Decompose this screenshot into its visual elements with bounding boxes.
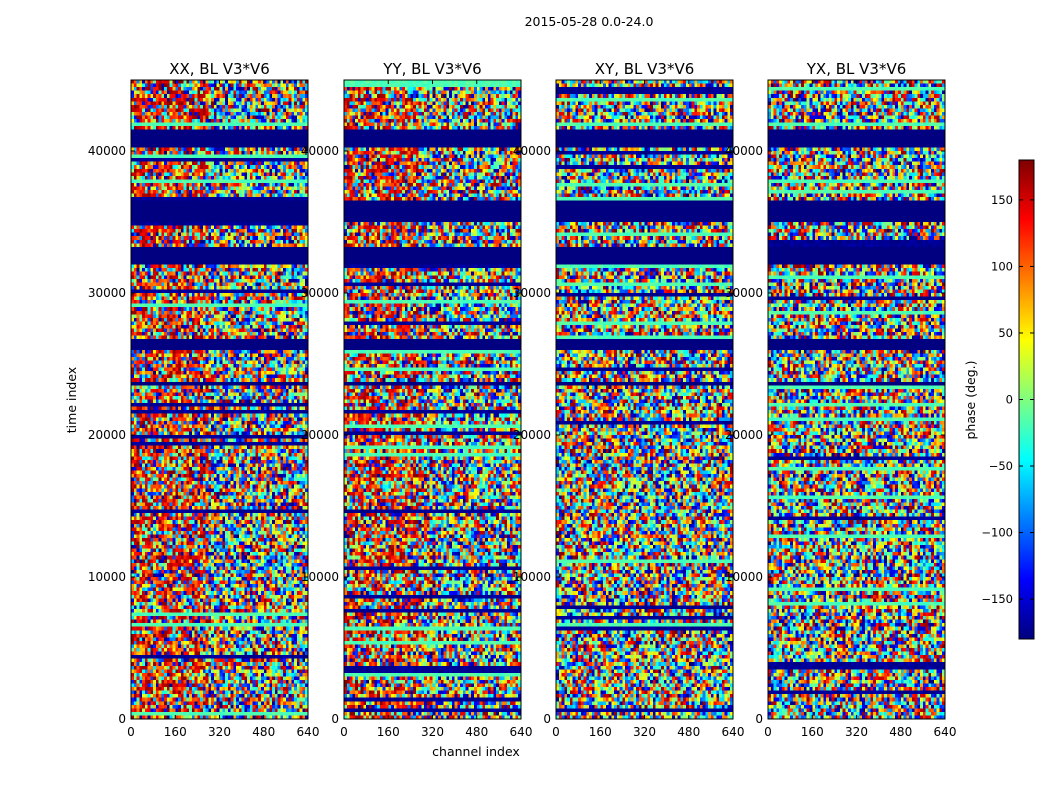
y-tick-label: 40000 <box>725 144 763 158</box>
panel-heatmap-image <box>768 80 945 719</box>
x-tick-label: 320 <box>845 725 868 739</box>
y-tick-label: 20000 <box>301 428 339 442</box>
x-tick-label: 640 <box>722 725 745 739</box>
x-tick-label: 320 <box>208 725 231 739</box>
x-tick-label: 0 <box>340 725 348 739</box>
x-tick-label: 320 <box>633 725 656 739</box>
panels-group: XX, BL V3*V6 0 160 320 480 640 0 10000 20000 3000… <box>88 60 957 739</box>
x-tick-label: 0 <box>552 725 560 739</box>
y-tick-label: 30000 <box>725 286 763 300</box>
colorbar-tick-label: −150 <box>981 592 1013 606</box>
colorbar-tick-label: 150 <box>991 193 1013 207</box>
x-tick-label: 480 <box>889 725 912 739</box>
panel-title: YY, BL V3*V6 <box>382 60 481 78</box>
y-tick-label: 40000 <box>301 144 339 158</box>
y-axis-label: time index <box>64 367 79 433</box>
panel-heatmap-image <box>556 80 733 719</box>
panel-0: XX, BL V3*V6 0 160 320 480 640 0 10000 20000 3000… <box>88 60 320 739</box>
colorbar-tick-label: 50 <box>998 326 1013 340</box>
colorbar-label: phase (deg.) <box>963 361 978 440</box>
panel-1: YY, BL V3*V6 0 160 320 480 640 0 10000 20000 3000… <box>301 60 533 739</box>
y-tick-label: 0 <box>331 712 339 726</box>
y-tick-label: 10000 <box>88 570 126 584</box>
y-tick-label: 40000 <box>513 144 551 158</box>
x-tick-label: 160 <box>801 725 824 739</box>
x-tick-label: 0 <box>127 725 135 739</box>
colorbar-tick-label: −100 <box>981 526 1013 540</box>
panel-heatmap-image <box>131 80 308 719</box>
x-tick-label: 160 <box>377 725 400 739</box>
x-tick-label: 320 <box>421 725 444 739</box>
y-tick-label: 0 <box>543 712 551 726</box>
panel-title: XX, BL V3*V6 <box>169 60 270 78</box>
x-tick-label: 160 <box>589 725 612 739</box>
x-tick-label: 160 <box>164 725 187 739</box>
y-tick-label: 10000 <box>301 570 339 584</box>
y-tick-label: 30000 <box>301 286 339 300</box>
colorbar: 150 100 50 0 −50 −100 −150 <box>981 159 1035 640</box>
x-tick-label: 640 <box>510 725 533 739</box>
x-tick-label: 640 <box>934 725 957 739</box>
y-tick-label: 0 <box>118 712 126 726</box>
x-tick-label: 480 <box>465 725 488 739</box>
figure-suptitle: 2015-05-28 0.0-24.0 <box>525 14 654 29</box>
panel-title: YX, BL V3*V6 <box>806 60 907 78</box>
x-axis-label: channel index <box>432 744 520 759</box>
y-tick-label: 30000 <box>88 286 126 300</box>
colorbar-tick-label: 100 <box>991 259 1013 273</box>
colorbar-tick-label: −50 <box>989 459 1013 473</box>
y-tick-label: 10000 <box>513 570 551 584</box>
y-tick-label: 20000 <box>88 428 126 442</box>
colorbar-tick-label: 0 <box>1006 393 1013 407</box>
panel-2: XY, BL V3*V6 0 160 320 480 640 0 10000 20000 3000… <box>513 60 745 739</box>
x-tick-label: 480 <box>677 725 700 739</box>
y-tick-label: 20000 <box>725 428 763 442</box>
y-tick-label: 20000 <box>513 428 551 442</box>
y-tick-label: 30000 <box>513 286 551 300</box>
x-tick-label: 480 <box>252 725 275 739</box>
x-tick-label: 640 <box>297 725 320 739</box>
x-tick-label: 0 <box>764 725 772 739</box>
y-tick-label: 10000 <box>725 570 763 584</box>
y-tick-label: 0 <box>755 712 763 726</box>
panel-heatmap-image <box>344 80 521 719</box>
panel-3: YX, BL V3*V6 0 160 320 480 640 0 10000 20000 3000… <box>725 60 957 739</box>
panel-title: XY, BL V3*V6 <box>595 60 695 78</box>
y-tick-label: 40000 <box>88 144 126 158</box>
